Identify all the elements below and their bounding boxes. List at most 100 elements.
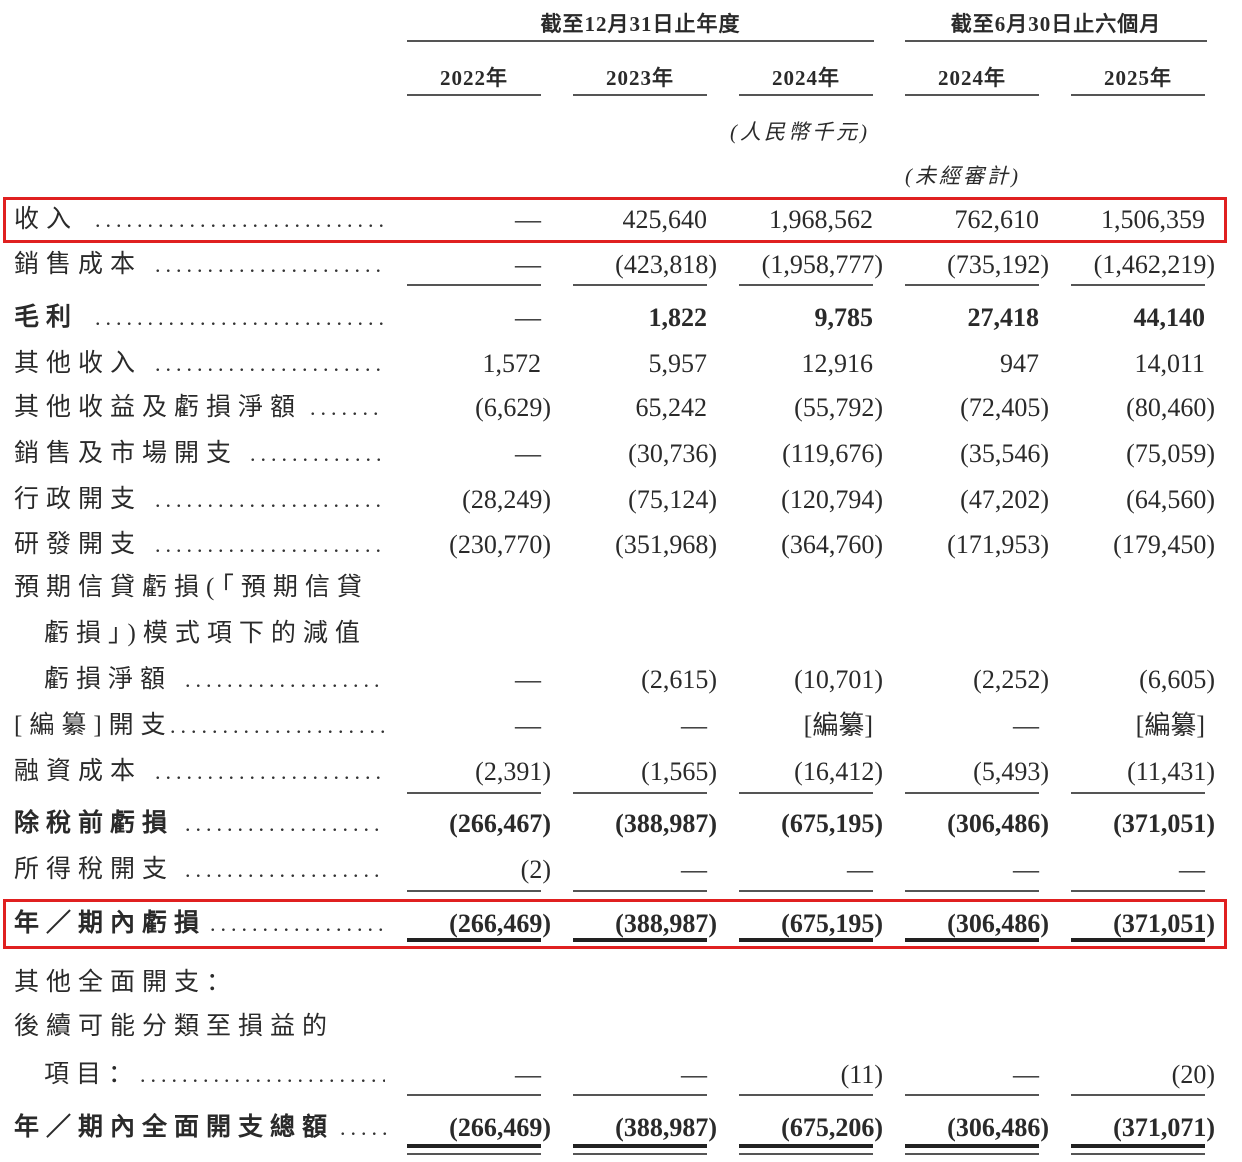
- dot-leader: [340, 1108, 390, 1148]
- table-row: 所得稅開支 (2) — — — —: [0, 850, 1242, 890]
- table-row: 項目： — — (11) — (20): [0, 1055, 1242, 1095]
- value-cell: (179,450): [1113, 530, 1215, 559]
- table-row: 預期信貸虧損(「預期信貸: [0, 568, 1242, 608]
- dot-leader: [155, 344, 385, 384]
- table-row: 年／期內全面開支總額 (266,469) (388,987) (675,206) (30…: [0, 1108, 1242, 1148]
- value-cell: (364,760): [781, 530, 883, 559]
- value-cell: (119,676): [782, 439, 883, 468]
- dot-leader: [140, 1055, 385, 1095]
- value-cell: (351,968): [615, 530, 717, 559]
- value-cell: [編纂]: [1135, 711, 1205, 740]
- row-label: 虧損」)模式項下的減值: [44, 620, 367, 647]
- total-underline: [407, 1144, 541, 1148]
- value-cell: (6,629): [475, 393, 551, 422]
- value-cell: —: [847, 855, 873, 884]
- value-cell: (1,565): [641, 757, 717, 786]
- value-cell: (306,486): [947, 809, 1049, 838]
- row-label: 項目：: [44, 1061, 141, 1088]
- value-cell: (171,953): [947, 530, 1049, 559]
- value-cell: (675,195): [781, 809, 883, 838]
- unit-label: (人民幣千元): [730, 120, 870, 144]
- table-row: 年／期內虧損 (266,469) (388,987) (675,195) (306,48…: [0, 904, 1242, 944]
- row-label: 預期信貸虧損(「預期信貸: [14, 574, 369, 601]
- value-cell: (11): [840, 1060, 883, 1089]
- table-row: 其他收益及虧損淨額 (6,629) 65,242 (55,792) (72,405) (8…: [0, 388, 1242, 428]
- column-header: 2023年: [606, 66, 674, 90]
- value-cell: (423,818): [615, 250, 717, 279]
- value-cell: —: [1179, 855, 1205, 884]
- table-row: 融資成本 (2,391) (1,565) (16,412) (5,493) (11,431…: [0, 752, 1242, 792]
- row-label: 銷售及市場開支: [14, 440, 239, 467]
- total-underline: [407, 938, 541, 942]
- total-underline: [573, 1153, 707, 1155]
- value-cell: (2): [520, 855, 551, 884]
- value-cell: (266,467): [449, 809, 551, 838]
- highlight-box: [3, 197, 1227, 243]
- total-underline: [1071, 792, 1205, 794]
- table-row: 銷售成本 — (423,818) (1,958,777) (735,192) (1,462…: [0, 245, 1242, 285]
- total-underline: [739, 1153, 873, 1155]
- dot-leader: [170, 706, 385, 746]
- dot-leader: [155, 752, 385, 792]
- dot-leader: [185, 850, 385, 890]
- row-label: 虧損淨額: [44, 666, 173, 693]
- column-header: 2022年: [440, 66, 508, 90]
- value-cell: (1,958,777): [761, 250, 883, 279]
- value-cell: 425,640: [622, 205, 708, 234]
- value-cell: (306,486): [947, 1113, 1049, 1142]
- value-cell: —: [1013, 855, 1039, 884]
- unaudited-label: (未經審計): [905, 164, 1021, 188]
- header-half-group: 截至6月30日止六個月: [950, 12, 1162, 36]
- value-cell: 1,822: [648, 303, 708, 332]
- value-cell: 65,242: [635, 393, 708, 422]
- row-label: 其他收益及虧損淨額: [14, 394, 303, 421]
- dot-leader: [250, 434, 380, 474]
- value-cell: 27,418: [967, 303, 1040, 332]
- total-underline: [1071, 1144, 1205, 1148]
- table-row: 虧損」)模式項下的減值: [0, 614, 1242, 654]
- row-label: 銷售成本: [14, 251, 143, 278]
- value-cell: —: [515, 439, 541, 468]
- total-underline: [573, 938, 707, 942]
- row-label: 所得稅開支: [14, 856, 175, 883]
- dot-leader: [185, 804, 385, 844]
- value-cell: [編纂]: [803, 711, 873, 740]
- value-cell: (47,202): [960, 485, 1049, 514]
- table-row: 除稅前虧損 (266,467) (388,987) (675,195) (306,486…: [0, 804, 1242, 844]
- total-underline: [739, 938, 873, 942]
- row-label: 年／期內全面開支總額: [14, 1114, 335, 1141]
- row-label: 行政開支: [14, 486, 143, 513]
- table-row: 收入 — 425,640 1,968,562 762,610 1,506,359: [0, 200, 1242, 240]
- value-cell: (2,252): [973, 665, 1049, 694]
- header-year-group: 截至12月31日止年度: [540, 12, 741, 36]
- total-underline: [407, 1153, 541, 1155]
- value-cell: (55,792): [794, 393, 883, 422]
- total-underline: [573, 1144, 707, 1148]
- header-divider: [905, 40, 1207, 42]
- value-cell: (6,605): [1139, 665, 1215, 694]
- row-label: 收入: [14, 206, 79, 233]
- total-underline: [1071, 284, 1205, 286]
- value-cell: 44,140: [1133, 303, 1206, 332]
- value-cell: (371,051): [1113, 809, 1215, 838]
- column-header: 2024年: [772, 66, 840, 90]
- total-underline: [739, 890, 873, 892]
- header-divider: [407, 40, 874, 42]
- value-cell: (120,794): [781, 485, 883, 514]
- value-cell: (5,493): [973, 757, 1049, 786]
- value-cell: (64,560): [1126, 485, 1215, 514]
- value-cell: 1,506,359: [1101, 205, 1205, 234]
- value-cell: (35,546): [960, 439, 1049, 468]
- total-underline: [573, 284, 707, 286]
- table-row: [編纂]開支 — — [編纂] — [編纂]: [0, 706, 1242, 746]
- value-cell: —: [515, 711, 541, 740]
- value-cell: (75,124): [628, 485, 717, 514]
- value-cell: 14,011: [1134, 349, 1205, 378]
- value-cell: (388,987): [615, 1113, 717, 1142]
- total-underline: [905, 1153, 1039, 1155]
- column-header-underline: [573, 94, 707, 96]
- value-cell: —: [515, 205, 541, 234]
- total-underline: [1071, 1094, 1205, 1096]
- total-underline: [407, 792, 541, 794]
- total-underline: [905, 284, 1039, 286]
